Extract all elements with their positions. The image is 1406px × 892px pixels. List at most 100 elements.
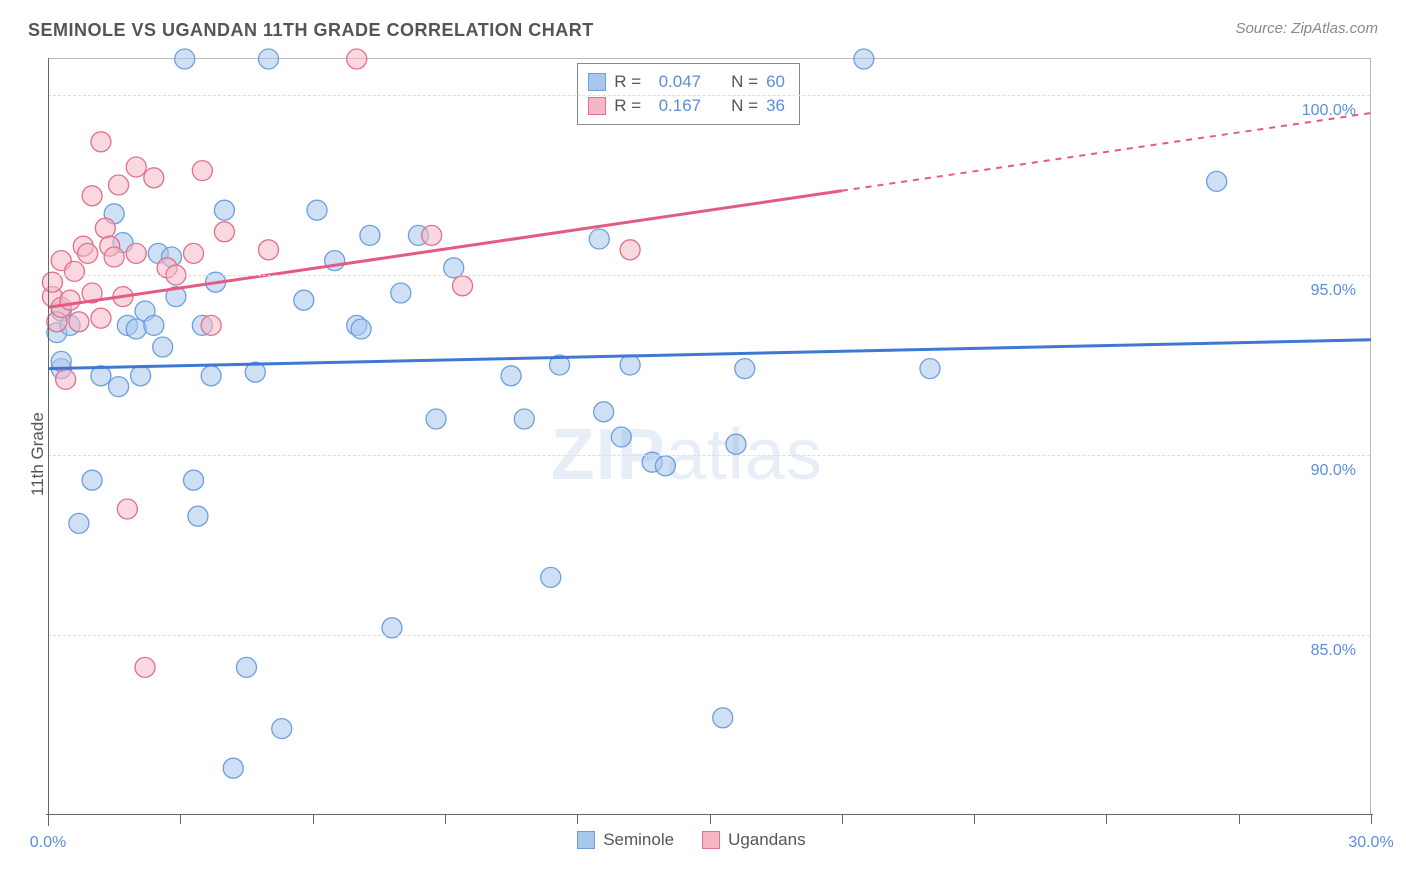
series-legend-label: Ugandans: [728, 830, 806, 850]
plot-area: ZIPatlas R =0.047N =60R = 0.167N =36 85.…: [48, 58, 1371, 814]
y-tick-label: 85.0%: [1311, 642, 1356, 660]
seminole-point: [184, 470, 204, 490]
seminole-point: [541, 567, 561, 587]
series-legend-label: Seminole: [603, 830, 674, 850]
seminole-point: [589, 229, 609, 249]
legend-n-label: N =: [731, 72, 758, 92]
gridline-h: [48, 455, 1370, 456]
x-tick-label: 0.0%: [30, 834, 66, 852]
stats-legend: R =0.047N =60R = 0.167N =36: [577, 63, 800, 125]
ugandans-point: [126, 243, 146, 263]
ugandans-point: [78, 243, 98, 263]
ugandans-point: [347, 49, 367, 69]
seminole-point: [188, 506, 208, 526]
seminole-point: [223, 758, 243, 778]
x-tick: [1239, 814, 1240, 824]
seminole-point: [1207, 171, 1227, 191]
ugandans-point: [60, 290, 80, 310]
seminole-point: [426, 409, 446, 429]
stats-legend-row: R =0.047N =60: [588, 70, 785, 94]
seminole-point: [307, 200, 327, 220]
ugandans-trendline-dashed: [842, 113, 1371, 191]
seminole-point: [214, 200, 234, 220]
seminole-point: [126, 319, 146, 339]
ugandans-point: [104, 247, 124, 267]
gridline-h: [48, 95, 1370, 96]
legend-swatch: [588, 97, 606, 115]
y-axis-title: 11th Grade: [28, 413, 48, 497]
x-tick: [842, 814, 843, 824]
ugandans-point: [64, 261, 84, 281]
x-tick: [974, 814, 975, 824]
seminole-point: [620, 355, 640, 375]
ugandans-point: [91, 308, 111, 328]
legend-r-value: 0.047: [649, 72, 701, 92]
x-tick: [180, 814, 181, 824]
seminole-point: [735, 359, 755, 379]
ugandans-point: [56, 369, 76, 389]
ugandans-point: [91, 132, 111, 152]
x-tick: [1371, 814, 1372, 824]
ugandans-point: [214, 222, 234, 242]
legend-swatch: [588, 73, 606, 91]
seminole-point: [726, 434, 746, 454]
seminole-point: [360, 225, 380, 245]
y-axis-line: [48, 58, 49, 826]
stats-legend-row: R = 0.167 N = 36: [588, 94, 785, 118]
seminole-point: [854, 49, 874, 69]
series-legend: Seminole Ugandans: [577, 830, 805, 850]
seminole-point: [236, 657, 256, 677]
series-legend-item: Ugandans: [702, 830, 806, 850]
ugandans-point: [135, 657, 155, 677]
legend-n-label: N =: [731, 96, 758, 116]
ugandans-point: [259, 240, 279, 260]
seminole-point: [109, 377, 129, 397]
ugandans-point: [184, 243, 204, 263]
ugandans-point: [117, 499, 137, 519]
ugandans-point: [201, 315, 221, 335]
seminole-point: [131, 366, 151, 386]
gridline-h: [48, 275, 1370, 276]
ugandans-point: [95, 218, 115, 238]
seminole-point: [514, 409, 534, 429]
seminole-point: [259, 49, 279, 69]
legend-r-value: 0.167: [649, 96, 701, 116]
seminole-trendline: [48, 340, 1371, 369]
ugandans-point: [109, 175, 129, 195]
x-tick: [313, 814, 314, 824]
ugandans-point: [144, 168, 164, 188]
ugandans-point: [453, 276, 473, 296]
seminole-point: [655, 456, 675, 476]
seminole-point: [713, 708, 733, 728]
seminole-point: [611, 427, 631, 447]
y-tick-label: 100.0%: [1302, 102, 1356, 120]
x-tick: [445, 814, 446, 824]
seminole-point: [153, 337, 173, 357]
seminole-point: [920, 359, 940, 379]
seminole-point: [501, 366, 521, 386]
ugandans-point: [69, 312, 89, 332]
seminole-point: [175, 49, 195, 69]
y-tick-label: 90.0%: [1311, 462, 1356, 480]
chart-title: SEMINOLE VS UGANDAN 11TH GRADE CORRELATI…: [28, 20, 594, 40]
ugandans-point: [126, 157, 146, 177]
legend-swatch: [577, 831, 595, 849]
plot-svg: [48, 59, 1371, 815]
legend-r-label: R =: [614, 72, 641, 92]
series-legend-item: Seminole: [577, 830, 674, 850]
legend-n-value: 36: [766, 96, 785, 116]
x-tick: [1106, 814, 1107, 824]
seminole-point: [272, 719, 292, 739]
chart-source: Source: ZipAtlas.com: [1235, 20, 1378, 37]
seminole-point: [144, 315, 164, 335]
y-tick-label: 95.0%: [1311, 282, 1356, 300]
gridline-h: [48, 635, 1370, 636]
ugandans-point: [620, 240, 640, 260]
ugandans-point: [82, 186, 102, 206]
seminole-point: [82, 470, 102, 490]
seminole-point: [351, 319, 371, 339]
legend-r-label: R =: [614, 96, 641, 116]
seminole-point: [391, 283, 411, 303]
x-tick: [710, 814, 711, 824]
x-tick-label: 30.0%: [1348, 834, 1393, 852]
